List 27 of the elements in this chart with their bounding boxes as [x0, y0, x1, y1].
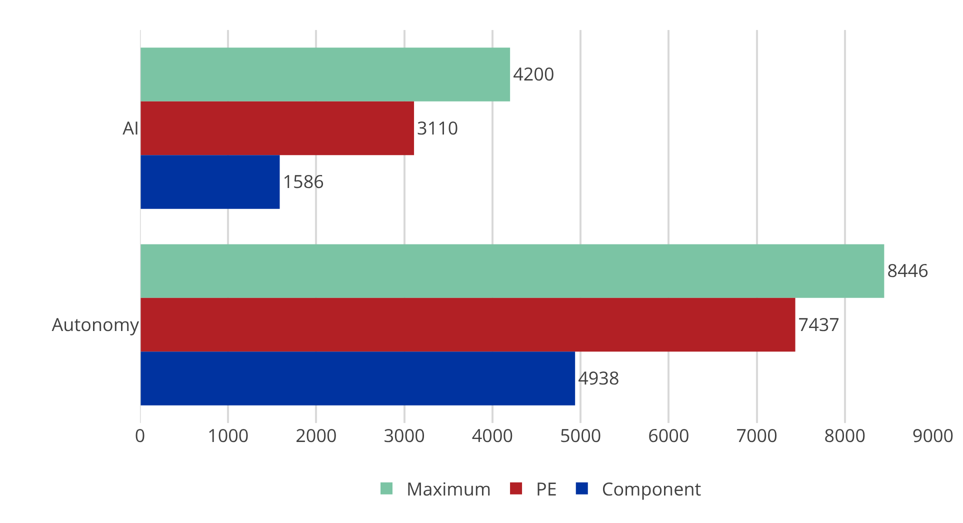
x-tick-label: 5000 — [560, 424, 602, 448]
bar — [140, 155, 280, 209]
x-tick-label: 2000 — [296, 424, 337, 448]
x-tick-label: 6000 — [648, 424, 690, 448]
x-tick-label: 9000 — [912, 424, 954, 448]
legend-label: PE — [536, 477, 557, 502]
legend-label: Component — [602, 477, 702, 502]
y-tick-label: AI — [122, 116, 139, 141]
bar — [140, 298, 796, 352]
data-label: 7437 — [798, 312, 840, 337]
x-tick-label: 3000 — [384, 424, 425, 448]
data-label: 1586 — [282, 170, 324, 194]
data-label: 8446 — [887, 259, 928, 284]
data-label: 4200 — [513, 62, 554, 87]
x-tick-label: 0 — [134, 424, 146, 448]
x-tick-label: 7000 — [736, 424, 778, 448]
data-label: 3110 — [417, 116, 458, 140]
data-label: 4938 — [578, 366, 620, 390]
legend-label: Maximum — [406, 477, 492, 502]
y-tick-label: Autonomy — [52, 313, 140, 338]
bar — [140, 48, 510, 102]
x-tick-label: 4000 — [472, 424, 514, 448]
x-tick-label: 1000 — [208, 424, 249, 448]
bar — [140, 244, 884, 298]
bar — [140, 101, 414, 156]
bar — [140, 352, 576, 406]
x-tick-label: 8000 — [824, 424, 866, 448]
